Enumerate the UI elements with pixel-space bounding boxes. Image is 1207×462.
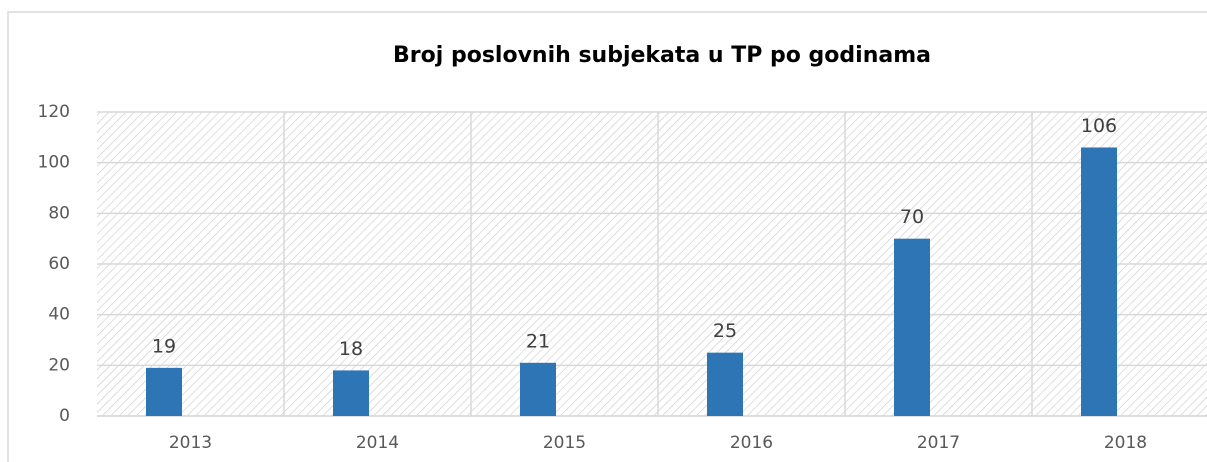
bar bbox=[146, 367, 182, 416]
data-label: 70 bbox=[900, 206, 924, 228]
y-tick-label: 40 bbox=[48, 305, 70, 325]
data-label: 106 bbox=[1081, 115, 1117, 137]
x-tick-label: 2015 bbox=[543, 433, 586, 453]
x-tick-label: 2017 bbox=[917, 433, 960, 453]
bar bbox=[707, 352, 743, 416]
data-label: 18 bbox=[339, 338, 363, 360]
x-tick-label: 2016 bbox=[730, 433, 773, 453]
x-tick-label: 2018 bbox=[1104, 433, 1147, 453]
y-tick-label: 20 bbox=[48, 355, 70, 375]
data-label: 19 bbox=[152, 335, 176, 357]
chart-title: Broj poslovnih subjekata u TP po godinam… bbox=[393, 43, 931, 68]
bar bbox=[333, 370, 369, 416]
y-tick-label: 0 bbox=[59, 406, 70, 426]
bar bbox=[894, 238, 930, 416]
y-tick-label: 60 bbox=[48, 254, 70, 274]
x-tick-label: 2014 bbox=[356, 433, 399, 453]
y-tick-label: 80 bbox=[48, 203, 70, 223]
y-tick-label: 100 bbox=[38, 153, 70, 173]
bar bbox=[1081, 147, 1117, 416]
y-tick-label: 120 bbox=[38, 102, 70, 122]
x-tick-label: 2013 bbox=[169, 433, 212, 453]
bar bbox=[520, 362, 556, 416]
data-label: 21 bbox=[526, 330, 550, 352]
data-label: 25 bbox=[713, 320, 737, 342]
